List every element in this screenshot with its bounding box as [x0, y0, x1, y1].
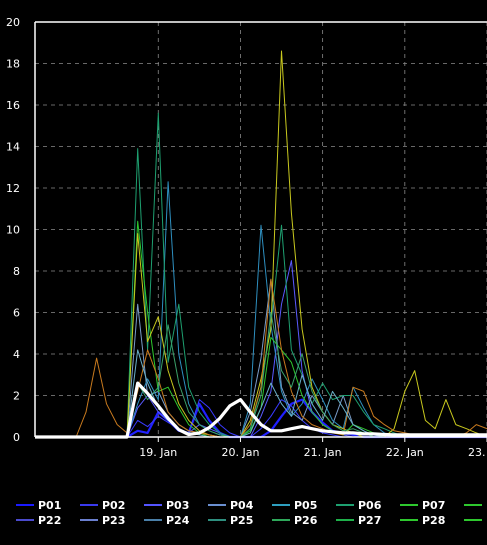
legend-item-p06[interactable]: P06	[358, 499, 382, 512]
legend-item-p28[interactable]: P28	[422, 514, 445, 527]
legend-item-p26[interactable]: P26	[294, 514, 318, 527]
legend-item-p01[interactable]: P01	[38, 499, 61, 512]
legend-item-p03[interactable]: P03	[166, 499, 189, 512]
legend-item-p07[interactable]: P07	[422, 499, 445, 512]
y-tick-label: 18	[6, 58, 20, 71]
x-tick-label: 23. Jan	[468, 446, 487, 459]
y-axis-ticks: 0 2 4 6 8 10 12 14 16 18 20	[6, 16, 20, 444]
x-tick-label: 20. Jan	[221, 446, 259, 459]
x-tick-label: 22. Jan	[386, 446, 424, 459]
legend-item-p25[interactable]: P25	[230, 514, 253, 527]
y-tick-label: 16	[6, 99, 20, 112]
series-line-10	[35, 312, 487, 438]
legend-item-p22[interactable]: P22	[38, 514, 61, 527]
legend-item-p27[interactable]: P27	[358, 514, 381, 527]
y-tick-label: 8	[13, 265, 20, 278]
x-tick-label: 19. Jan	[139, 446, 177, 459]
legend: P01 P02 P03 P04 P05 P06 P07 P22 P23 P24 P25 P26 P27 P…	[16, 499, 482, 527]
axes	[34, 21, 487, 442]
y-tick-label: 2	[13, 390, 20, 403]
legend-item-p02[interactable]: P02	[102, 499, 125, 512]
y-tick-label: 14	[6, 141, 20, 154]
y-tick-label: 20	[6, 16, 20, 29]
legend-item-p23[interactable]: P23	[102, 514, 125, 527]
series-lines	[35, 50, 487, 439]
x-tick-label: 21. Jan	[304, 446, 342, 459]
legend-item-p24[interactable]: P24	[166, 514, 190, 527]
series-line-7	[35, 220, 487, 438]
y-tick-label: 10	[6, 224, 20, 237]
y-tick-label: 0	[13, 431, 20, 444]
series-line-5	[35, 181, 487, 438]
series-line-8	[35, 50, 487, 438]
y-tick-label: 12	[6, 182, 20, 195]
legend-item-p05[interactable]: P05	[294, 499, 317, 512]
series-line-3	[35, 260, 487, 438]
y-tick-label: 6	[13, 307, 20, 320]
series-line-4	[35, 278, 487, 438]
x-axis-ticks: 19. Jan 20. Jan 21. Jan 22. Jan 23. Jan	[139, 446, 487, 459]
legend-item-p04[interactable]: P04	[230, 499, 254, 512]
y-tick-label: 4	[13, 348, 20, 361]
